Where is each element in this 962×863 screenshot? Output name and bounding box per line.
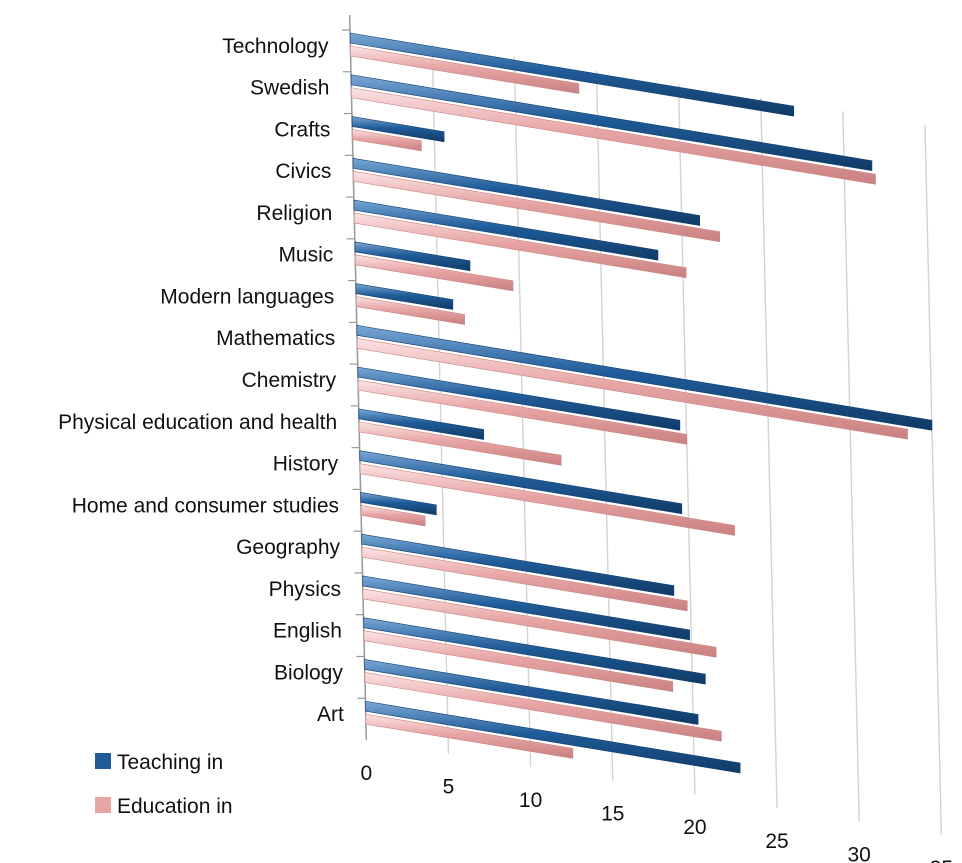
bar-education-chemistry [357,379,688,445]
bar-education-music [354,254,514,292]
category-label-biology: Biology [274,661,343,684]
bar-teaching-mathematics [356,324,933,431]
bar-education-geography [361,546,688,612]
bar-education-physical-education-and-health [358,421,562,466]
bar-teaching-chemistry [357,366,681,431]
bar-teaching-geography [361,533,675,597]
category-label-english: English [273,620,342,643]
bar-teaching-physics [362,575,690,641]
legend: Teaching in Education in [95,751,233,818]
bar-teaching-english [363,617,706,685]
category-labels: Technology Swedish Crafts Civics Religion Mus… [58,35,344,726]
tick-label-20: 20 [683,816,706,839]
category-label-music: Music [278,244,333,267]
category-label-mathematics: Mathematics [216,327,335,350]
category-label-physical-education-and-health: Physical education and health [58,411,337,434]
bar-teaching-physical-education-and-health [358,408,484,440]
legend-swatch-teaching [95,753,111,769]
gridline-35 [924,124,943,835]
tick-label-15: 15 [601,803,624,826]
tick-label-35: 35 [930,857,953,863]
category-label-technology: Technology [222,35,329,58]
bar-education-physics [362,588,717,658]
tick-label-0: 0 [360,762,372,785]
legend-label-teaching: Teaching in [117,751,223,774]
bar-education-art [365,713,574,759]
bar-teaching-technology [349,32,795,117]
bar-teaching-civics [352,157,701,226]
gridline-25 [760,97,778,808]
tick-label-25: 25 [765,830,788,853]
bar-teaching-swedish [350,74,873,172]
bar-education-mathematics [356,337,908,440]
tick-label-10: 10 [519,789,542,812]
category-label-home-and-consumer-studies: Home and consumer studies [72,494,339,517]
category-label-chemistry: Chemistry [242,369,337,392]
bar-teaching-history [359,450,683,515]
legend-swatch-education [95,797,111,813]
bar-education-religion [354,212,687,279]
bar-teaching-biology [364,659,699,725]
gridline-30 [842,111,860,822]
category-label-civics: Civics [275,160,331,183]
bar-education-civics [353,170,721,243]
bar-education-crafts [352,129,422,152]
bars [349,32,933,774]
bar-teaching-home-and-consumer-studies [360,492,437,516]
bar-teaching-religion [353,199,659,261]
bar-teaching-music [354,241,471,272]
bar-teaching-modern-languages [355,283,454,310]
category-label-swedish: Swedish [250,77,329,100]
bar-education-english [363,630,674,693]
bar-education-modern-languages [355,296,465,325]
bar-education-swedish [351,87,876,185]
category-label-modern-languages: Modern languages [160,285,334,308]
bar-teaching-art [365,700,741,774]
bar-education-technology [350,45,580,95]
value-axis-ticks: 0 5 10 15 20 25 30 35 [360,762,953,863]
category-label-geography: Geography [236,536,340,559]
bar-education-history [359,463,735,536]
tick-label-5: 5 [443,776,455,799]
category-label-religion: Religion [256,202,332,225]
bar-education-home-and-consumer-studies [360,505,426,527]
category-label-crafts: Crafts [274,118,330,141]
bar-education-biology [364,672,722,742]
category-label-physics: Physics [269,578,341,601]
bar-teaching-crafts [351,116,445,143]
legend-label-education: Education in [117,795,233,818]
tick-label-30: 30 [848,843,871,863]
category-label-art: Art [317,703,344,726]
category-label-history: History [273,453,339,476]
